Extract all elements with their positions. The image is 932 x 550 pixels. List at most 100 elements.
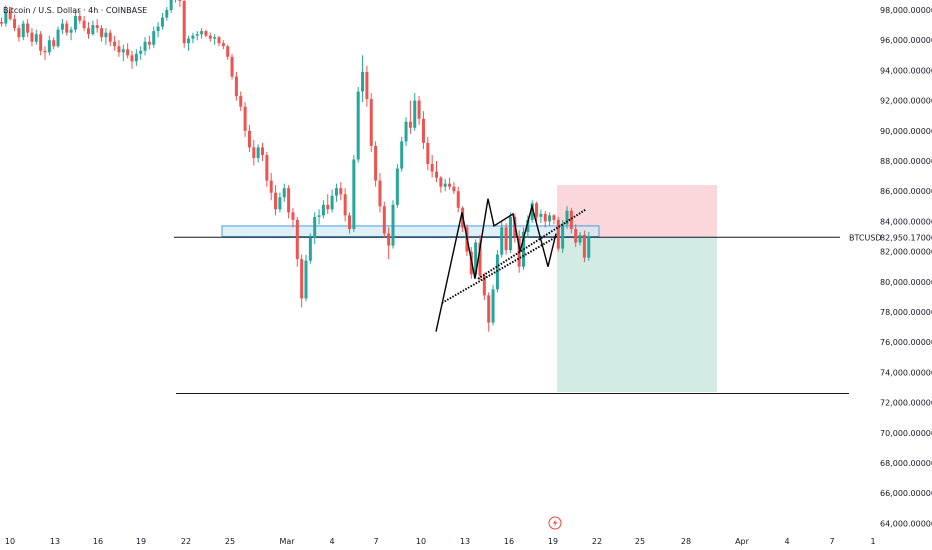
candle-body xyxy=(426,142,430,165)
candle-body xyxy=(334,188,338,196)
time-axis-label: 16 xyxy=(504,537,514,546)
price-axis-label: 82,000.00000 xyxy=(880,248,932,257)
time-axis-label: 28 xyxy=(681,537,691,546)
candle-body xyxy=(147,41,151,45)
price-axis-label: 74,000.00000 xyxy=(880,368,932,377)
candle-body xyxy=(391,204,395,246)
candle-body xyxy=(291,212,295,220)
take-profit-zone xyxy=(557,237,717,393)
chart-title: Bitcoin / U.S. Dollar · 4h · COINBASE xyxy=(3,6,147,15)
candle-body xyxy=(247,130,251,148)
candle-body xyxy=(374,145,378,181)
candle-body xyxy=(130,55,134,62)
price-axis-label: 72,000.00000 xyxy=(880,399,932,408)
candle-body xyxy=(578,234,582,243)
price-axis-label: 92,000.00000 xyxy=(880,97,932,106)
time-axis-label: Apr xyxy=(735,537,750,546)
candle-body xyxy=(478,242,482,276)
candle-body xyxy=(556,219,560,249)
candle-body xyxy=(56,29,60,47)
candle-body xyxy=(243,106,247,131)
candle-body xyxy=(352,159,356,229)
candle-body xyxy=(60,23,64,30)
candle-body xyxy=(134,53,138,62)
price-axis-label: 66,000.00000 xyxy=(880,489,932,498)
candle-body xyxy=(313,216,317,239)
candle-body xyxy=(182,0,186,44)
time-axis-label: 7 xyxy=(829,537,834,546)
candle-body xyxy=(265,154,269,181)
candle-body xyxy=(456,191,460,208)
time-axis-label: 19 xyxy=(136,537,146,546)
candles-layer xyxy=(0,0,591,332)
candle-body xyxy=(565,210,569,225)
candle-body xyxy=(361,71,365,92)
candle-body xyxy=(87,28,90,35)
candle-body xyxy=(139,50,143,54)
wedge-lower-trendline xyxy=(441,235,558,304)
candle-body xyxy=(100,28,104,38)
candle-body xyxy=(230,56,234,77)
candle-body xyxy=(326,204,330,210)
candle-body xyxy=(195,34,199,36)
candle-body xyxy=(474,242,478,275)
candle-body xyxy=(452,186,456,192)
candle-body xyxy=(404,121,408,142)
candle-body xyxy=(200,31,204,35)
price-axis-label: 98,000.00000 xyxy=(880,6,932,15)
candle-body xyxy=(408,121,412,128)
price-axis-label: 64,000.00000 xyxy=(880,519,932,528)
candle-body xyxy=(508,216,512,251)
candle-body xyxy=(378,180,382,207)
candle-body xyxy=(21,23,25,38)
candle-body xyxy=(356,91,360,160)
time-axis-label: 25 xyxy=(225,537,235,546)
candle-body xyxy=(417,100,421,119)
candle-body xyxy=(413,100,417,128)
candle-body xyxy=(239,96,243,107)
time-axis-label: 16 xyxy=(93,537,103,546)
candle-body xyxy=(43,50,47,53)
candle-body xyxy=(95,25,99,29)
candle-body xyxy=(287,188,291,213)
candle-body xyxy=(160,17,164,27)
candle-body xyxy=(152,31,156,45)
price-axis-label: 84,000.00000 xyxy=(880,217,932,226)
candle-body xyxy=(343,194,347,216)
price-axis-label: 68,000.00000 xyxy=(880,459,932,468)
candle-body xyxy=(443,183,447,187)
price-axis-label: 78,000.00000 xyxy=(880,308,932,317)
replay-button[interactable] xyxy=(548,516,562,530)
candle-body xyxy=(552,215,556,220)
time-axis-label: 13 xyxy=(460,537,470,546)
candle-body xyxy=(47,40,51,53)
candle-body xyxy=(104,32,108,38)
candle-body xyxy=(574,228,578,243)
candle-body xyxy=(278,197,282,210)
price-axis-label: 88,000.00000 xyxy=(880,157,932,166)
candle-body xyxy=(121,49,125,53)
candle-body xyxy=(73,16,77,30)
candle-body xyxy=(543,213,547,222)
candle-body xyxy=(69,29,73,33)
candle-body xyxy=(256,147,260,158)
candle-body xyxy=(348,215,351,229)
candle-body xyxy=(561,224,565,249)
candle-body xyxy=(448,183,452,187)
candle-body xyxy=(530,203,534,220)
candle-body xyxy=(261,147,264,155)
price-axis-label: 80,000.00000 xyxy=(880,278,932,287)
time-axis-label: 4 xyxy=(784,537,789,546)
candle-body xyxy=(500,227,504,255)
candle-body xyxy=(117,46,121,53)
axis-layer: 98,000.00000 96,000.00000 94,000.00000 92,0… xyxy=(5,6,932,546)
candle-body xyxy=(295,219,299,260)
candle-body xyxy=(482,275,486,296)
candle-body xyxy=(387,233,391,246)
price-axis-label: 70,000.00000 xyxy=(880,429,932,438)
candle-body xyxy=(539,213,543,217)
time-axis-label: 25 xyxy=(635,537,645,546)
candle-body xyxy=(213,37,217,39)
